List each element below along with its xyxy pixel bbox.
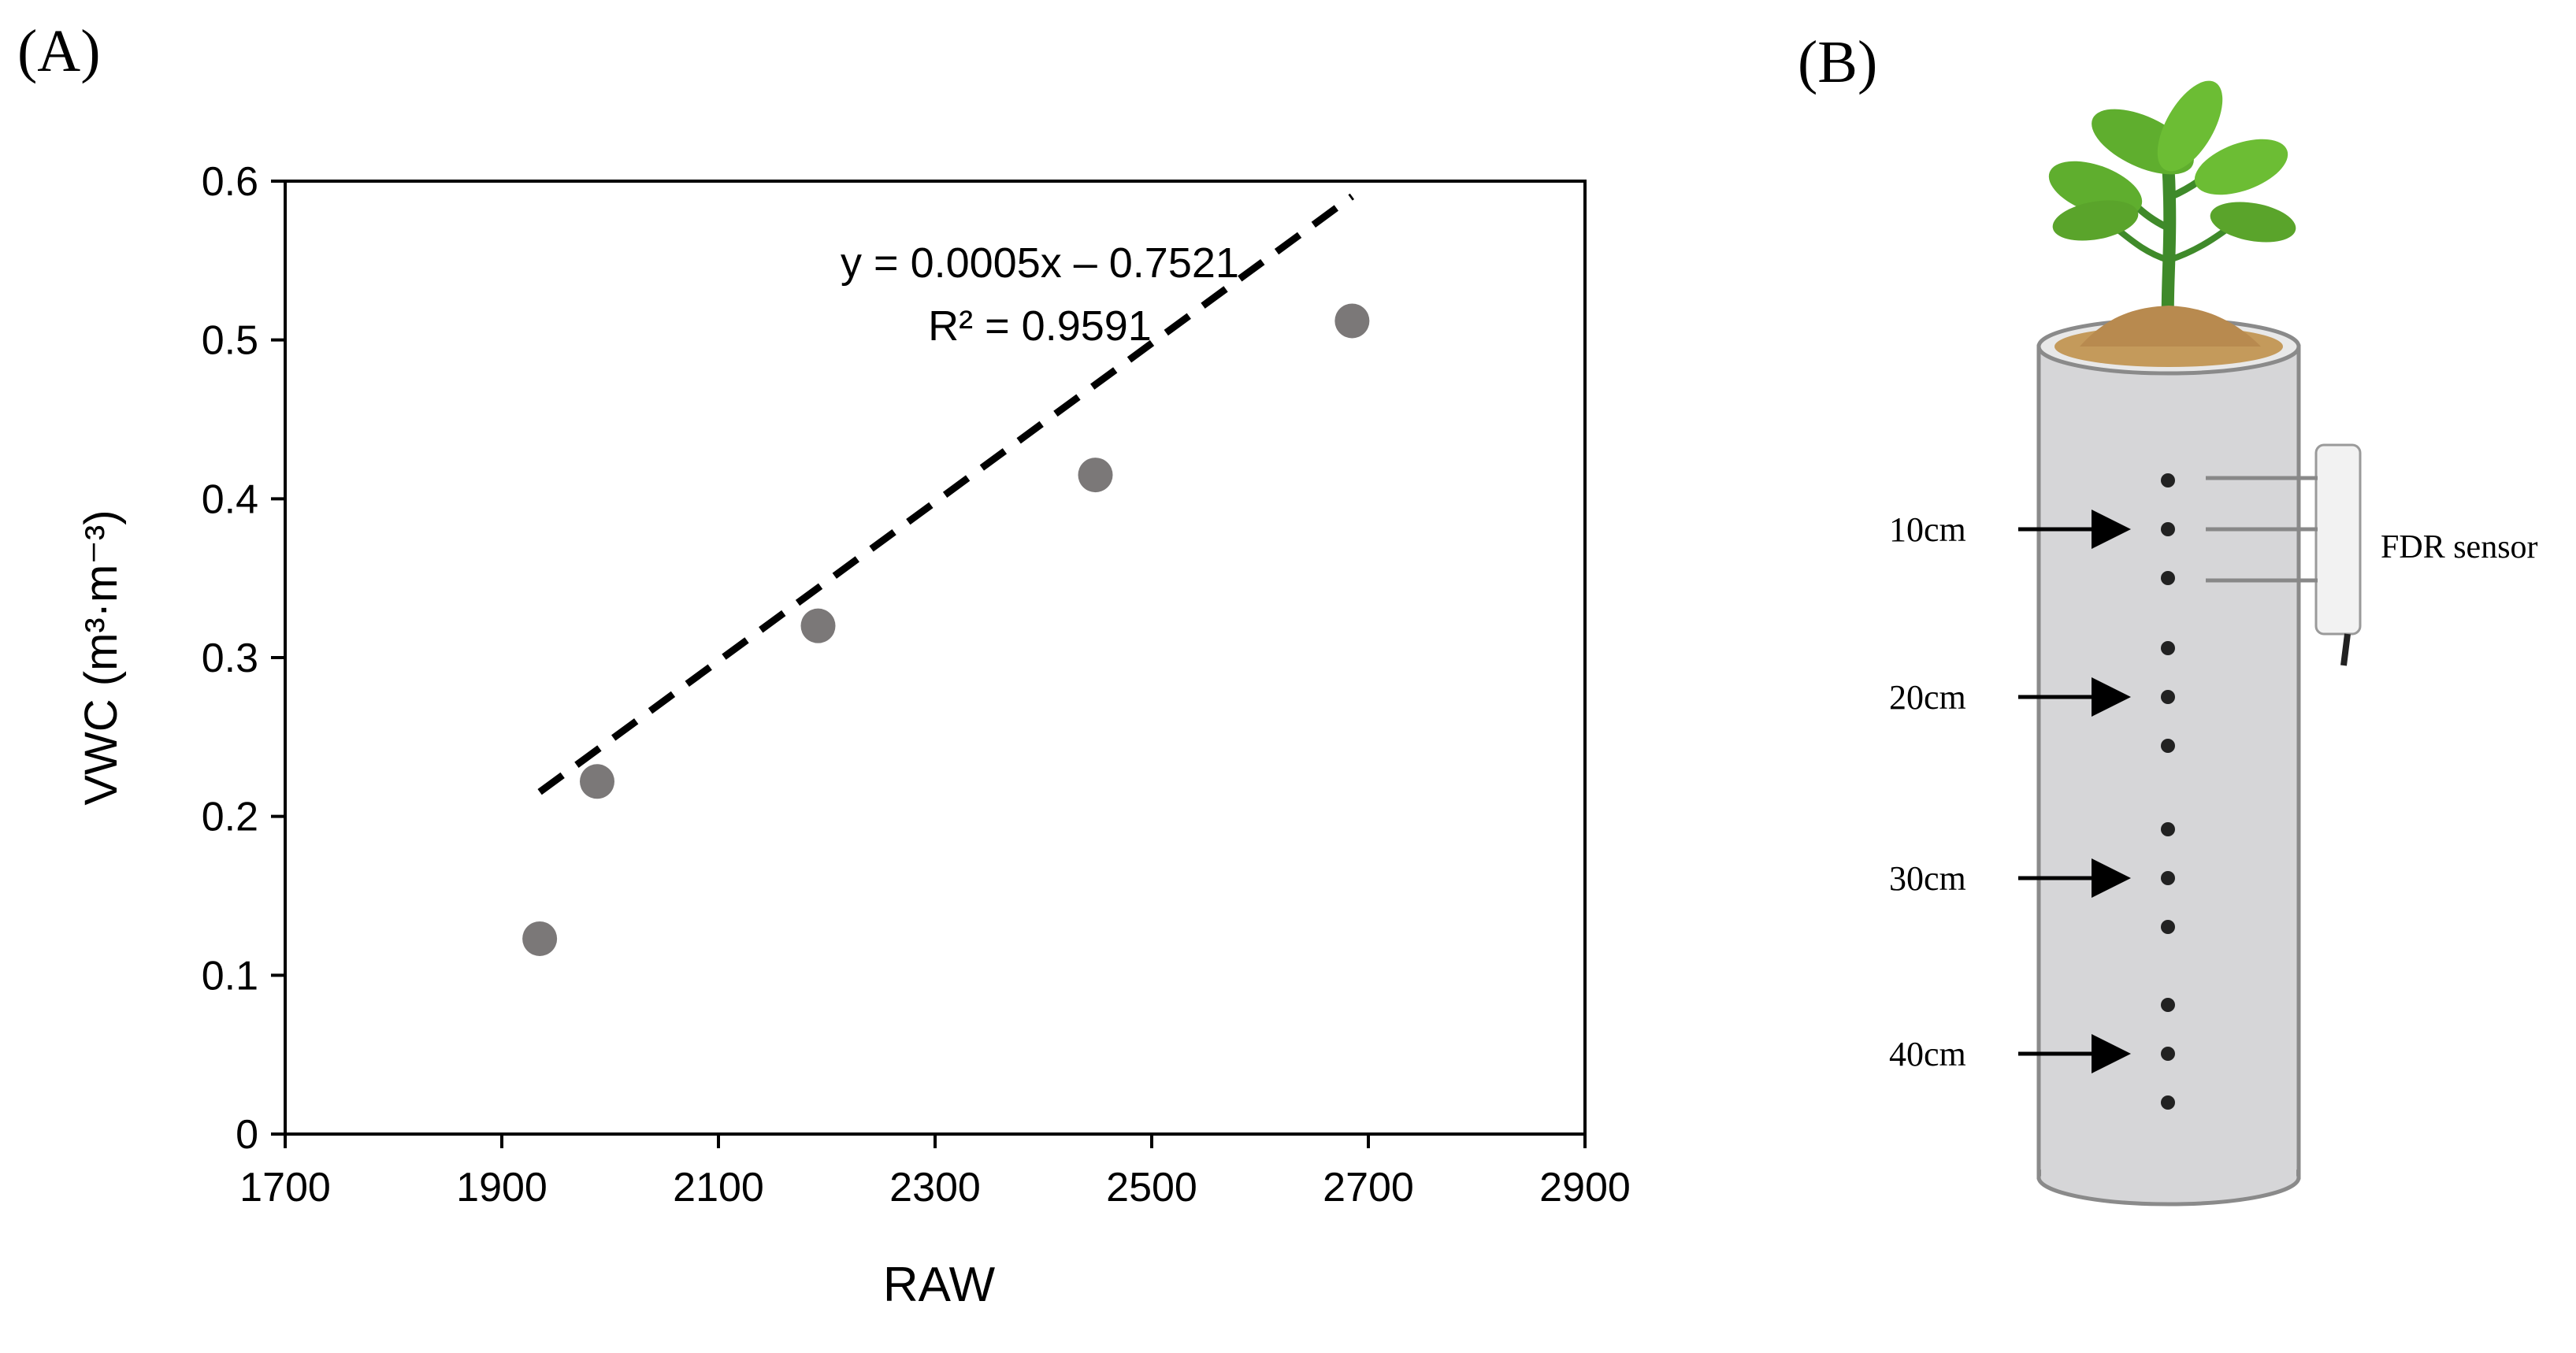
x-axis-ticks: 1700 1900 2100 2300 2500 2700 2900 xyxy=(239,1134,1631,1210)
x-tick-label: 2300 xyxy=(889,1165,981,1210)
x-tick-label: 2700 xyxy=(1323,1165,1414,1210)
soil-column-diagram: FDR sensor 10cm 20cm 30cm 40cm xyxy=(1889,80,2538,1207)
measurement-point xyxy=(2161,871,2175,885)
panel-a-label: (A) xyxy=(17,18,101,84)
data-point xyxy=(1078,458,1113,493)
trendline xyxy=(537,193,1355,795)
measurement-point xyxy=(2161,739,2175,753)
measurement-point xyxy=(2161,1047,2175,1061)
x-tick-label: 2100 xyxy=(673,1165,764,1210)
y-tick-label: 0 xyxy=(236,1112,258,1158)
y-tick-label: 0.1 xyxy=(202,953,258,999)
depth-label: 10cm xyxy=(1889,510,1966,549)
measurement-points xyxy=(2161,473,2175,1110)
depth-label: 30cm xyxy=(1889,859,1966,898)
y-tick-label: 0.5 xyxy=(202,318,258,364)
depth-markers: 10cm 20cm 30cm 40cm xyxy=(1889,510,2131,1073)
measurement-point xyxy=(2161,522,2175,536)
data-point xyxy=(522,921,558,956)
plant-illustration xyxy=(2048,80,2296,333)
measurement-point xyxy=(2161,641,2175,655)
y-tick-label: 0.2 xyxy=(202,795,258,840)
measurement-point xyxy=(2161,920,2175,934)
scatter-chart: 0 0.1 0.2 0.3 0.4 0.5 0.6 1700 1900 2100 2300 2500… xyxy=(76,159,1631,1312)
measurement-point xyxy=(2161,822,2175,836)
r-squared-label: R² = 0.9591 xyxy=(928,302,1152,350)
measurement-point xyxy=(2161,998,2175,1012)
x-tick-label: 1700 xyxy=(239,1165,331,1210)
x-tick-label: 2500 xyxy=(1106,1165,1197,1210)
panel-b-label: (B) xyxy=(1798,29,1877,95)
measurement-point xyxy=(2161,473,2175,487)
y-tick-label: 0.6 xyxy=(202,159,258,205)
fdr-sensor xyxy=(2314,443,2362,636)
y-axis-label: VWC (m³·m⁻³) xyxy=(76,510,127,805)
measurement-point xyxy=(2161,571,2175,585)
depth-label: 20cm xyxy=(1889,678,1966,717)
y-tick-label: 0.3 xyxy=(202,636,258,681)
data-point xyxy=(800,608,836,643)
sensor-label: FDR sensor xyxy=(2381,529,2538,565)
y-axis-ticks: 0 0.1 0.2 0.3 0.4 0.5 0.6 xyxy=(202,159,285,1158)
data-point xyxy=(1334,303,1370,339)
measurement-point xyxy=(2161,1095,2175,1110)
y-tick-label: 0.4 xyxy=(202,476,258,522)
x-tick-label: 2900 xyxy=(1539,1165,1631,1210)
data-point xyxy=(580,764,614,799)
x-axis-label: RAW xyxy=(883,1258,996,1312)
depth-label: 40cm xyxy=(1889,1035,1966,1073)
trendline-equation: y = 0.0005x – 0.7521 xyxy=(841,239,1239,287)
measurement-point xyxy=(2161,690,2175,704)
x-tick-label: 1900 xyxy=(456,1165,547,1210)
sensor-cable xyxy=(2340,633,2351,666)
data-points xyxy=(522,303,1370,956)
